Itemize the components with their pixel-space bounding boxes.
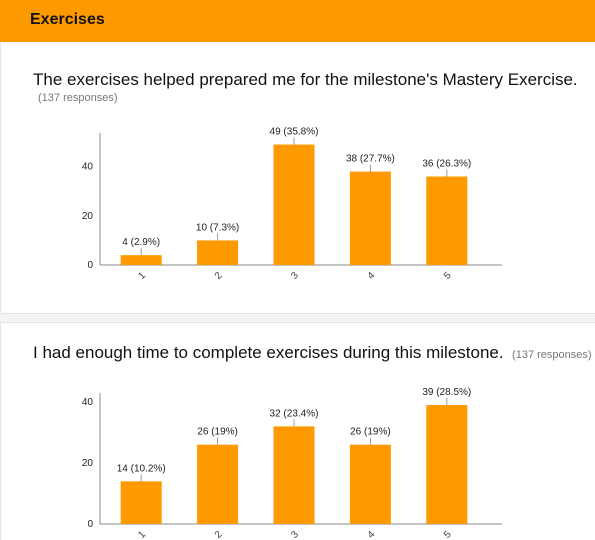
bar — [197, 444, 239, 524]
bar — [120, 481, 162, 524]
y-tick-label: 40 — [82, 397, 94, 408]
question-2-response-count: (137 responses) — [512, 349, 592, 361]
bar-data-label: 32 (23.4%) — [270, 408, 319, 419]
question-1-response-count: (137 responses) — [38, 92, 118, 104]
bar — [273, 426, 315, 524]
section-title: Exercises — [30, 11, 105, 28]
bar — [349, 444, 391, 524]
y-tick-label: 40 — [82, 162, 94, 173]
bar — [120, 255, 162, 265]
bar — [426, 405, 468, 524]
x-category-label: 2 — [213, 529, 225, 540]
section-divider — [0, 313, 595, 323]
x-category-label: 3 — [289, 529, 301, 540]
bar-data-label: 38 (27.7%) — [346, 154, 395, 165]
bar — [349, 171, 391, 265]
x-category-label: 1 — [136, 529, 148, 540]
bar-data-label: 10 (7.3%) — [196, 222, 239, 233]
question-2-heading: I had enough time to complete exercises … — [33, 343, 592, 363]
y-tick-label: 0 — [87, 260, 93, 271]
x-category-label: 4 — [366, 529, 378, 540]
question-2-title: I had enough time to complete exercises … — [33, 343, 504, 362]
bar — [273, 144, 315, 265]
question-1-title: The exercises helped prepared me for the… — [33, 70, 578, 89]
bar-data-label: 14 (10.2%) — [117, 463, 166, 474]
bar-data-label: 49 (35.8%) — [270, 127, 319, 138]
bar — [426, 176, 468, 265]
x-category-label: 5 — [442, 529, 454, 540]
bar-data-label: 39 (28.5%) — [422, 387, 471, 398]
section-header: Exercises — [0, 0, 595, 42]
y-tick-label: 0 — [87, 519, 93, 530]
bar-data-label: 26 (19%) — [197, 427, 238, 438]
left-border — [0, 42, 1, 540]
bar-data-label: 36 (26.3%) — [422, 159, 471, 170]
bar — [197, 240, 239, 265]
bar-data-label: 4 (2.9%) — [122, 237, 160, 248]
y-tick-label: 20 — [82, 458, 94, 469]
y-tick-label: 20 — [82, 211, 94, 222]
bar-data-label: 26 (19%) — [350, 427, 391, 438]
